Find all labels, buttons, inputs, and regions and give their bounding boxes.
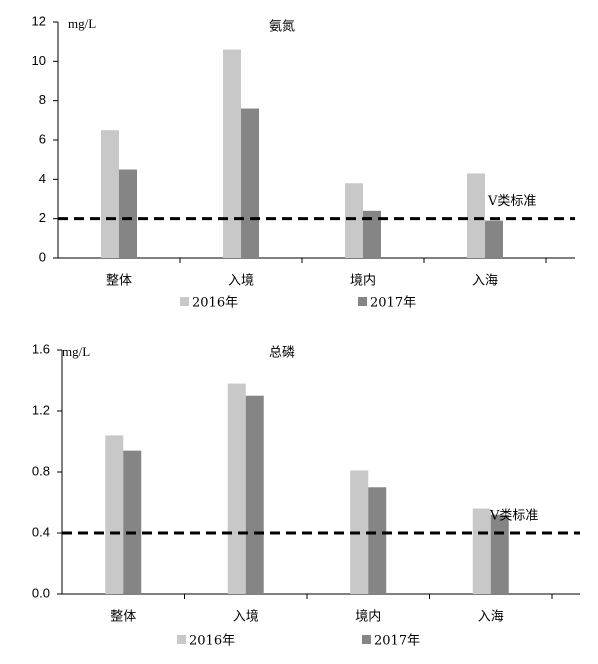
reference-label: V类标准 bbox=[487, 194, 536, 209]
bar bbox=[245, 395, 264, 594]
bar bbox=[467, 173, 485, 258]
y-unit: mg/L bbox=[68, 16, 96, 31]
y-tick-label: 0.4 bbox=[32, 524, 50, 539]
bar bbox=[227, 383, 246, 594]
reference-label: V类标准 bbox=[489, 509, 538, 524]
y-tick-label: 1.2 bbox=[32, 402, 50, 417]
bar bbox=[123, 450, 142, 594]
bar bbox=[105, 435, 124, 594]
y-unit: mg/L bbox=[62, 344, 90, 359]
y-tick-label: 12 bbox=[32, 13, 46, 28]
y-tick-label: 8 bbox=[39, 92, 46, 107]
x-tick-label: 境内 bbox=[355, 609, 381, 625]
bar bbox=[119, 169, 137, 258]
x-tick-label: 入境 bbox=[233, 610, 259, 625]
y-tick-label: 2 bbox=[39, 210, 46, 225]
bar bbox=[472, 508, 491, 594]
bar bbox=[363, 210, 381, 258]
bar bbox=[485, 220, 503, 258]
y-tick-label: 0.0 bbox=[32, 585, 50, 600]
legend-swatch bbox=[362, 635, 371, 644]
y-tick-label: 0 bbox=[39, 249, 46, 264]
chart-title: 氨氮 bbox=[269, 20, 295, 35]
legend-label: 2016年 bbox=[189, 634, 235, 649]
bar bbox=[345, 183, 363, 258]
x-tick-label: 入境 bbox=[228, 274, 254, 289]
x-tick-label: 整体 bbox=[106, 274, 132, 289]
y-tick-label: 4 bbox=[39, 171, 46, 186]
legend-swatch bbox=[358, 297, 367, 306]
bar bbox=[101, 130, 119, 258]
y-tick-label: 6 bbox=[39, 131, 46, 146]
legend-swatch bbox=[180, 297, 189, 306]
x-tick-label: 整体 bbox=[110, 610, 136, 625]
y-tick-label: 10 bbox=[32, 53, 46, 68]
x-tick-label: 境内 bbox=[350, 273, 376, 289]
bar bbox=[368, 487, 387, 594]
x-tick-label: 入海 bbox=[478, 610, 504, 625]
y-tick-label: 1.6 bbox=[32, 341, 50, 356]
bar bbox=[223, 49, 241, 259]
legend-swatch bbox=[177, 635, 186, 644]
x-tick-label: 入海 bbox=[472, 274, 498, 289]
y-tick-label: 0.8 bbox=[32, 463, 50, 478]
bar bbox=[241, 108, 259, 259]
legend-label: 2016年 bbox=[192, 296, 238, 311]
chart-title: 总磷 bbox=[269, 346, 295, 361]
legend-label: 2017年 bbox=[370, 296, 416, 311]
legend-label: 2017年 bbox=[374, 634, 420, 649]
bar bbox=[490, 514, 509, 594]
